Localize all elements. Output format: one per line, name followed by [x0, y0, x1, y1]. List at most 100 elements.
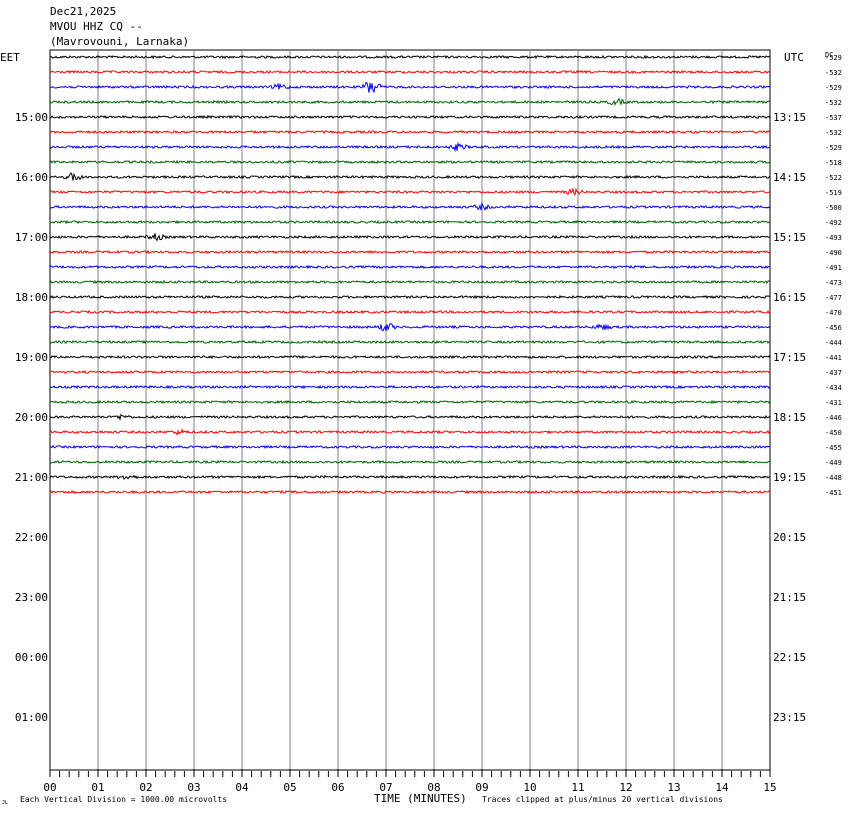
chart-traces: [49, 54, 771, 495]
clip-note: Traces clipped at plus/minus 20 vertical…: [482, 795, 723, 804]
dc-offset-label: -446: [825, 414, 842, 422]
dc-offset-label: -493: [825, 234, 842, 242]
trace-line: [49, 141, 771, 153]
x-tick-label: 08: [427, 781, 440, 794]
trace-line: [49, 323, 771, 332]
trace-line: [49, 339, 770, 345]
trace-line: [49, 413, 771, 422]
trace-line: [49, 369, 771, 375]
trace-line: [49, 233, 771, 242]
division-note: Each Vertical Division = 1000.00 microvo…: [20, 795, 228, 804]
dc-offset-label: -490: [825, 249, 842, 257]
x-tick-label: 07: [379, 781, 392, 794]
eet-label: EET: [0, 51, 20, 64]
eet-hour-label: 19:00: [15, 351, 48, 364]
dc-offset-label: -473: [825, 279, 842, 287]
trace-line: [49, 428, 771, 436]
trace-line: [49, 279, 771, 285]
trace-line: [49, 459, 771, 465]
dc-offset-label: -532: [825, 129, 842, 137]
dc-offset-label: -519: [825, 189, 842, 197]
trace-line: [49, 97, 771, 107]
x-tick-label: 14: [715, 781, 729, 794]
trace-line: [49, 114, 771, 120]
x-tick-label: 10: [523, 781, 536, 794]
trace-line: [49, 444, 771, 450]
dc-offset-label: -518: [825, 159, 842, 167]
utc-hour-label: 23:15: [773, 711, 806, 724]
utc-hour-label: 15:15: [773, 231, 806, 244]
x-tick-label: 05: [283, 781, 296, 794]
x-tick-label: 15: [763, 781, 776, 794]
x-axis-title: TIME (MINUTES): [374, 792, 467, 805]
dc-offset-label: -532: [825, 99, 842, 107]
trace-line: [49, 187, 771, 196]
trace-line: [49, 489, 771, 495]
dc-offset-label: -434: [825, 384, 842, 392]
eet-hour-label: 16:00: [15, 171, 48, 184]
utc-hour-label: 14:15: [773, 171, 806, 184]
eet-hour-label: 00:00: [15, 651, 48, 664]
utc-hour-label: 19:15: [773, 471, 806, 484]
dc-offset-label: -529: [825, 54, 842, 62]
chart-labels: EET UTC DC 15:00 16:00 17:00 18:00 19:00 20:00 21…: [0, 51, 842, 724]
x-tick-label: 09: [475, 781, 488, 794]
trace-line: [49, 129, 771, 135]
utc-hour-label: 13:15: [773, 111, 806, 124]
eet-hour-label: 22:00: [15, 531, 48, 544]
header-channel: MVOU HHZ CQ --: [50, 20, 143, 33]
utc-hour-label: 17:15: [773, 351, 806, 364]
utc-hour-label: 22:15: [773, 651, 806, 664]
corner-mark: JL: [2, 800, 9, 806]
trace-line: [49, 172, 771, 181]
utc-hour-label: 16:15: [773, 291, 806, 304]
header-date: Dec21,2025: [50, 5, 117, 18]
x-tick-label: 02: [139, 781, 152, 794]
dc-offset-label: -444: [825, 339, 842, 347]
eet-hour-label: 21:00: [15, 471, 48, 484]
trace-line: [49, 264, 771, 270]
eet-hour-label: 01:00: [15, 711, 48, 724]
trace-line: [49, 201, 771, 212]
trace-line: [49, 399, 771, 405]
x-tick-label: 13: [667, 781, 680, 794]
trace-line: [49, 54, 771, 60]
trace-line: [49, 159, 771, 165]
trace-line: [49, 309, 771, 315]
trace-line: [49, 294, 771, 300]
utc-hour-label: 18:15: [773, 411, 806, 424]
x-tick-label: 11: [571, 781, 584, 794]
dc-offset-label: -477: [825, 294, 842, 302]
dc-offset-label: -449: [825, 459, 842, 467]
x-tick-label: 04: [235, 781, 249, 794]
trace-line: [49, 354, 771, 360]
dc-offset-label: -455: [825, 444, 842, 452]
dc-offset-label: -532: [825, 69, 842, 77]
header-location: (Mavrovouni, Larnaka): [50, 35, 190, 48]
dc-offset-label: -451: [825, 489, 842, 497]
dc-offset-label: -537: [825, 114, 842, 122]
dc-offset-label: -492: [825, 219, 842, 227]
trace-line: [49, 249, 771, 255]
eet-hour-label: 17:00: [15, 231, 48, 244]
x-tick-label: 12: [619, 781, 632, 794]
dc-offset-label: -522: [825, 174, 842, 182]
trace-line: [49, 474, 771, 480]
eet-hour-label: 15:00: [15, 111, 48, 124]
dc-offset-label: -448: [825, 474, 842, 482]
utc-hour-label: 21:15: [773, 591, 806, 604]
dc-offset-label: -529: [825, 84, 842, 92]
eet-hour-label: 20:00: [15, 411, 48, 424]
plot-frame: [49, 49, 771, 771]
utc-hour-label: 20:15: [773, 531, 806, 544]
eet-hour-label: 18:00: [15, 291, 48, 304]
x-tick-label: 01: [91, 781, 104, 794]
dc-offset-label: -491: [825, 264, 842, 272]
dc-offset-label: -500: [825, 204, 842, 212]
x-tick-label: 00: [43, 781, 56, 794]
dc-offset-label: -441: [825, 354, 842, 362]
utc-label: UTC: [784, 51, 804, 64]
dc-offset-label: -437: [825, 369, 842, 377]
trace-line: [49, 81, 771, 94]
